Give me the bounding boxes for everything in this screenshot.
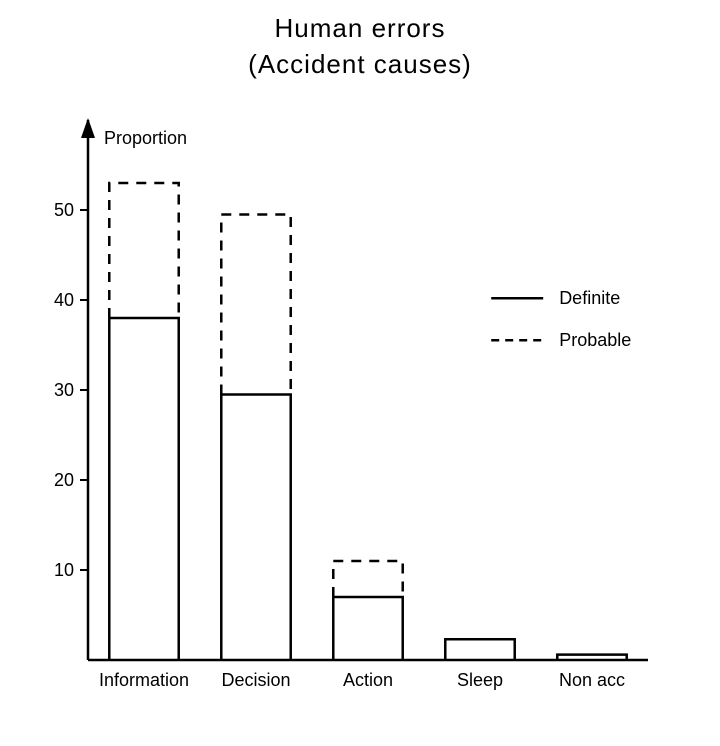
category-label: Sleep	[457, 670, 503, 690]
category-label: Non acc	[559, 670, 625, 690]
bar-definite	[445, 639, 514, 660]
category-label: Action	[343, 670, 393, 690]
chart-area: 10 20 30 40 50 Proportion Information Decision A…	[40, 110, 680, 730]
svg-text:10: 10	[54, 560, 74, 580]
svg-text:40: 40	[54, 290, 74, 310]
svg-text:50: 50	[54, 200, 74, 220]
legend-label-probable: Probable	[559, 330, 631, 350]
category-label: Information	[99, 670, 189, 690]
category-label: Decision	[221, 670, 290, 690]
bar-definite	[109, 318, 178, 660]
bar-probable	[221, 215, 290, 395]
bar-probable	[333, 561, 402, 597]
chart-title-line2: (Accident causes)	[0, 46, 720, 82]
bar-definite	[333, 597, 402, 660]
bar-probable	[109, 183, 178, 318]
bar-definite	[221, 395, 290, 661]
y-axis-title: Proportion	[104, 128, 187, 148]
page: Human errors (Accident causes) 10 20 30 40 5…	[0, 0, 720, 746]
chart-svg: 10 20 30 40 50 Proportion Information Decision A…	[40, 110, 680, 730]
svg-text:30: 30	[54, 380, 74, 400]
svg-text:20: 20	[54, 470, 74, 490]
legend-label-definite: Definite	[559, 288, 620, 308]
chart-title-line1: Human errors	[0, 10, 720, 46]
chart-title: Human errors (Accident causes)	[0, 10, 720, 83]
